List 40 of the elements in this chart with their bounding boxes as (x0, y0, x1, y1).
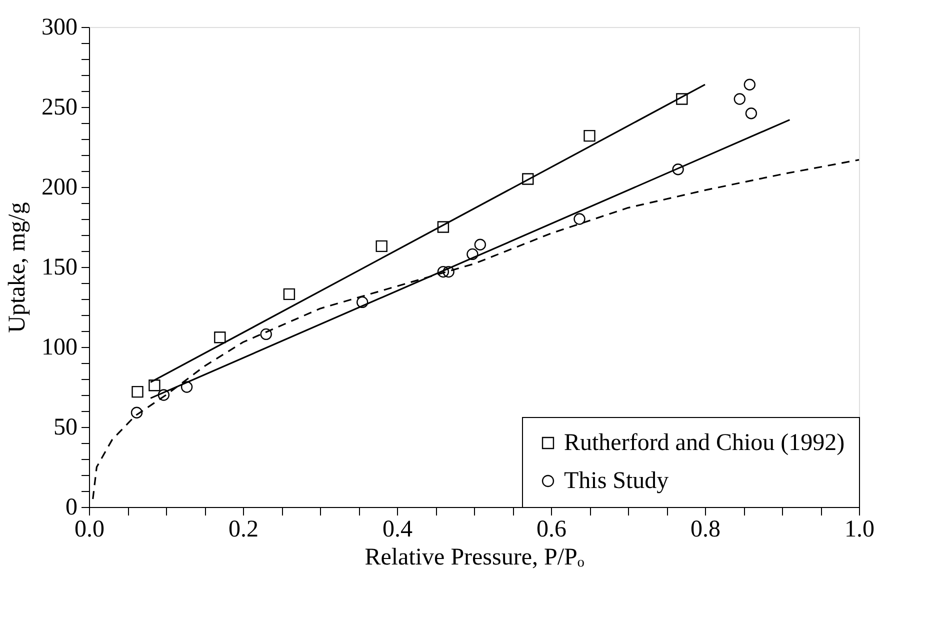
point (356, 296, 368, 308)
point (148, 380, 160, 392)
point (672, 164, 684, 176)
point (437, 266, 450, 278)
point (376, 240, 388, 252)
x-tick-label: 0.0 (74, 516, 104, 542)
y-tick-label: 300 (42, 14, 78, 40)
point (522, 173, 534, 185)
point (734, 93, 746, 105)
point (584, 130, 596, 142)
x-tick-label: 1.0 (844, 516, 874, 542)
point (676, 93, 688, 105)
y-tick-label: 100 (42, 334, 78, 360)
x-tick-label: 0.4 (382, 516, 412, 542)
x-tick-label: 0.6 (536, 516, 566, 542)
point (130, 406, 143, 418)
y-tick-label: 150 (42, 254, 78, 280)
point (180, 381, 193, 393)
legend-label: This Study (564, 468, 669, 494)
y-tick-label: 200 (42, 174, 78, 200)
y-axis-title: Uptake, mg/g (4, 202, 30, 333)
x-tick-label: 0.8 (690, 516, 720, 542)
y-tick-label: 250 (42, 94, 78, 120)
y-tick-label: 50 (54, 414, 78, 440)
x-axis-title: Relative Pressure, P/Pₒ (364, 544, 584, 570)
point (744, 78, 756, 90)
point (466, 248, 478, 260)
legend-label: Rutherford and Chiou (1992) (564, 430, 845, 456)
point (437, 221, 450, 233)
x-tick-label: 0.2 (228, 516, 258, 542)
point (283, 288, 296, 300)
point (745, 108, 758, 120)
point (474, 238, 486, 250)
point (132, 386, 144, 398)
point (158, 389, 170, 401)
point (574, 213, 586, 225)
point (214, 332, 226, 344)
point (442, 266, 454, 278)
y-tick-label: 0 (66, 494, 78, 520)
point (260, 328, 272, 340)
